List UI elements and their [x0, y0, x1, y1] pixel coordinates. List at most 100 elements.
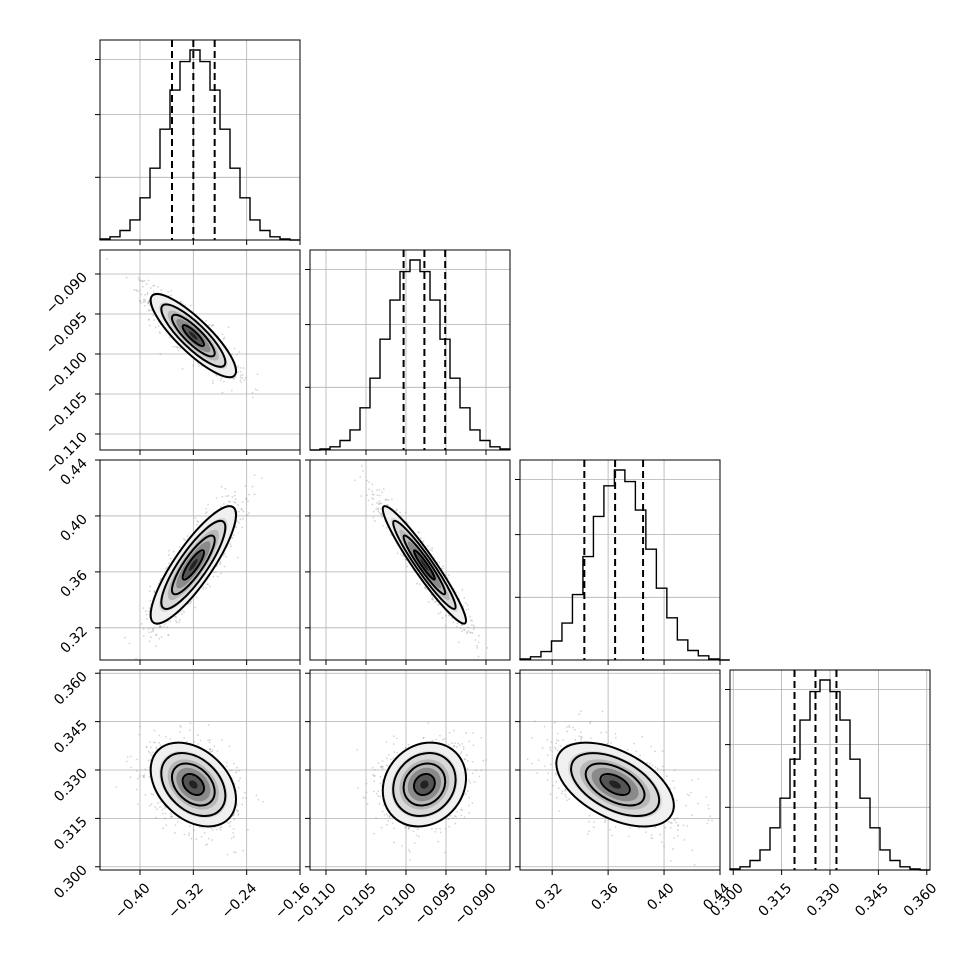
scatter-panel-0-1: −0.110−0.105−0.100−0.095−0.090 [43, 249, 301, 477]
sample-point [219, 561, 222, 564]
sample-point [146, 301, 149, 304]
sample-point [153, 284, 156, 287]
sample-point [142, 607, 145, 610]
sample-point [235, 809, 238, 812]
sample-point [467, 630, 470, 632]
sample-point [136, 290, 139, 293]
sample-point [234, 501, 237, 504]
density-fill [189, 331, 198, 340]
sample-point [366, 479, 368, 482]
sample-point [201, 826, 204, 829]
sample-point [431, 598, 434, 601]
sample-point [431, 547, 434, 549]
sample-point [153, 589, 156, 592]
sample-point [447, 614, 450, 617]
sample-point [219, 827, 221, 829]
sample-point [183, 611, 186, 613]
sample-point [189, 602, 192, 605]
sample-point [209, 738, 211, 741]
sample-point [148, 309, 151, 312]
sample-point [208, 741, 211, 744]
contour-line [181, 549, 206, 581]
sample-point [224, 552, 226, 555]
sample-point [148, 610, 151, 613]
sample-point [202, 586, 205, 589]
sample-point [148, 300, 151, 303]
sample-point [234, 498, 237, 500]
sample-point [136, 758, 138, 761]
x-tick-label: 0.330 [804, 880, 844, 920]
sample-point [228, 500, 230, 503]
sample-point [226, 821, 229, 824]
sample-point [247, 500, 249, 503]
sample-point [461, 588, 464, 591]
sample-point [236, 809, 239, 812]
sample-point [155, 816, 158, 819]
sample-point [206, 583, 209, 586]
sample-point [179, 300, 182, 303]
sample-point [150, 754, 153, 757]
sample-point [361, 469, 364, 472]
sample-point [233, 851, 235, 854]
sample-point [188, 825, 191, 828]
panel-frame [99, 39, 301, 241]
sample-point [236, 353, 238, 356]
sample-point [206, 843, 208, 846]
sample-point [212, 571, 215, 573]
sample-point [221, 739, 223, 742]
y-tick-label: 0.40 [57, 511, 90, 544]
sample-point [228, 745, 231, 748]
sample-point [196, 523, 198, 526]
hist-panel-0 [95, 39, 301, 245]
sample-point [143, 776, 146, 778]
sample-point [382, 488, 385, 491]
sample-point [168, 549, 171, 552]
sample-point [445, 614, 447, 617]
sample-point [242, 367, 245, 370]
sample-point [143, 279, 146, 282]
sample-point [154, 806, 157, 808]
sample-point [152, 630, 155, 633]
sample-point [371, 490, 373, 493]
sample-point [170, 290, 173, 292]
panel-content [115, 722, 264, 856]
sample-point [239, 379, 242, 382]
sample-point [145, 618, 148, 620]
sample-point [149, 759, 152, 761]
sample-point [193, 829, 196, 832]
sample-point [203, 832, 206, 834]
sample-point [463, 596, 466, 599]
sample-point [231, 537, 234, 539]
sample-point [452, 621, 455, 624]
sample-point [155, 634, 157, 637]
sample-point [173, 831, 176, 834]
sample-point [207, 724, 210, 726]
sample-point [208, 748, 211, 751]
sample-point [239, 518, 242, 521]
sample-point [448, 574, 450, 576]
sample-point [252, 396, 254, 399]
sample-point [390, 498, 393, 501]
sample-point [246, 828, 249, 831]
sample-point [232, 828, 235, 830]
sample-point [167, 634, 170, 636]
sample-point [176, 346, 179, 349]
sample-point [234, 851, 237, 854]
sample-point [160, 577, 162, 580]
sample-point [125, 276, 128, 279]
sample-point [151, 627, 154, 630]
sample-point [245, 497, 248, 500]
sample-point [246, 514, 249, 517]
sample-point [224, 487, 227, 490]
sample-point [378, 500, 381, 503]
sample-point [152, 314, 155, 317]
sample-point [207, 739, 210, 742]
sample-point [382, 524, 384, 527]
sample-point [164, 812, 167, 815]
sample-point [404, 558, 407, 561]
sample-point [417, 531, 420, 534]
sample-point [236, 520, 239, 523]
histogram-0 [99, 49, 300, 241]
sample-point [375, 508, 378, 510]
sample-point [183, 538, 185, 541]
